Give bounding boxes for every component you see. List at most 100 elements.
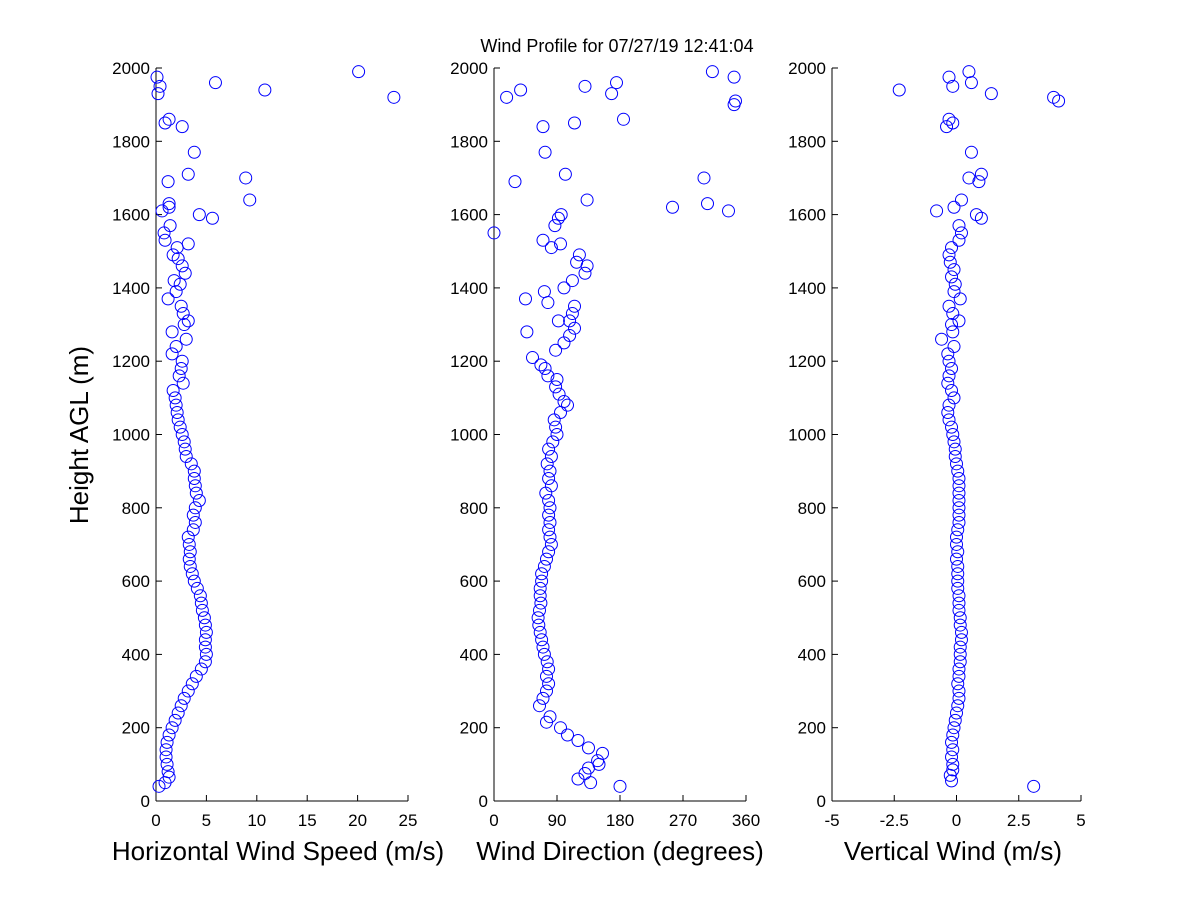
data-point [952,596,966,610]
data-point [540,669,553,683]
data-point [946,743,960,757]
data-point [952,662,966,676]
data-point [945,241,959,255]
data-point [508,175,522,189]
data-point [177,691,191,705]
data-point [181,314,195,328]
data-point [544,241,558,255]
data-point [168,391,182,405]
data-point [175,428,189,441]
y-tick-label: 600 [798,572,826,591]
x-tick-label: 180 [606,811,634,830]
y-tick-label: 0 [141,792,150,811]
x-tick-label: 0 [151,811,160,830]
data-point [954,633,968,647]
data-point [953,611,967,625]
y-tick-label: 2000 [788,59,826,78]
data-point [171,413,185,427]
data-point [946,728,960,742]
data-point [514,83,528,97]
data-point [181,237,195,251]
data-point [554,208,568,222]
data-point [188,515,202,529]
data-point [952,603,966,617]
panel-vertical-wind: Vertical Wind (m/s) 0 200 400 600 800 1000 120… [788,59,1086,866]
data-point [953,655,967,669]
y-tick-label: 600 [460,572,488,591]
data-point [952,515,966,529]
data-point [550,373,564,387]
data-point [538,362,552,376]
data-point [195,603,209,617]
data-point [533,699,546,713]
y-tick-label: 600 [122,572,150,591]
x-axis-title-vertical: Vertical Wind (m/s) [844,836,1062,866]
data-point [543,464,557,478]
x-tick-label: 25 [399,811,418,830]
data-point [187,464,201,478]
data-point [666,200,679,214]
data-point [538,145,552,159]
data-point [153,79,167,93]
data-point [162,112,176,126]
data-point [168,713,182,727]
data-point [161,292,175,306]
data-point [947,285,961,299]
data-point [942,299,956,313]
y-tick-label: 1000 [788,426,826,445]
data-point [568,116,581,130]
x-tick-label: 20 [348,811,367,830]
data-point [162,197,176,211]
data-point [537,647,551,661]
y-tick-label: 800 [798,499,826,518]
data-point [161,765,175,779]
y-tick-label: 2000 [112,59,150,78]
data-point [552,387,566,401]
data-point [178,266,192,280]
data-point [954,625,968,639]
data-point [194,596,208,610]
data-point [165,325,179,339]
x-tick-label: 5 [202,811,211,830]
data-point [541,369,555,383]
data-point [352,65,366,79]
data-point [565,274,579,288]
data-point [952,508,966,522]
data-point [188,501,202,515]
data-point [500,90,514,104]
data-point [950,457,963,471]
y-tick-label: 200 [798,719,826,738]
data-point [171,706,185,720]
data-point [534,596,548,610]
data-point [239,171,253,185]
data-point [258,83,272,97]
data-point [974,167,988,181]
data-point [533,581,547,595]
data-point [534,358,548,372]
data-point [186,508,200,522]
data-point [526,351,539,365]
data-point [946,428,960,441]
data-point [187,145,201,159]
data-point [946,325,960,339]
data-point [192,208,206,222]
data-point [198,655,212,669]
data-point [561,728,574,742]
data-point [549,343,563,357]
data-point [568,299,581,313]
data-point [610,76,623,90]
x-tick-label: 5 [1076,811,1085,830]
data-point [189,669,203,683]
data-point [169,340,183,354]
data-point [181,530,195,544]
data-point [535,567,549,581]
data-point [942,369,956,383]
data-point [613,779,627,793]
data-point [935,332,949,346]
data-point [543,710,557,724]
x-tick-label: 0 [489,811,498,830]
data-point [952,501,966,515]
data-point [176,307,190,321]
